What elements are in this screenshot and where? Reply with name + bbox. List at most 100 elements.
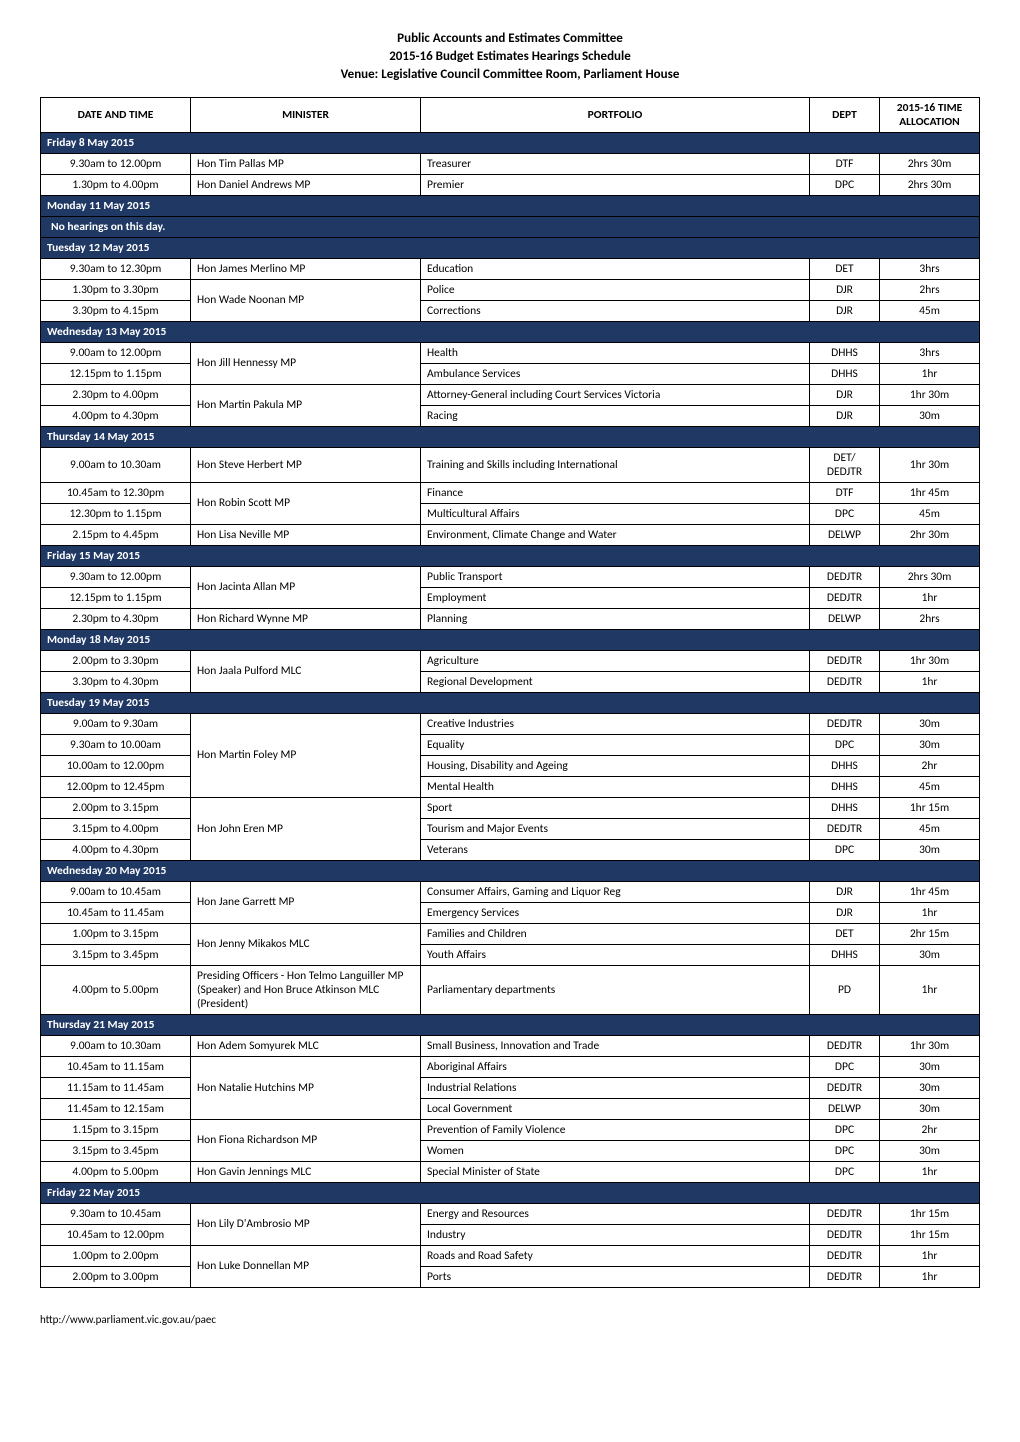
cell-time: 11.15am to 11.45am [41, 1077, 191, 1098]
cell-dept: DEDJTR [810, 650, 880, 671]
cell-portfolio: Parliamentary departments [421, 965, 810, 1014]
table-row: 3.15pm to 3.45pmYouth AffairsDHHS30m [41, 944, 980, 965]
day-header-cell: Wednesday 13 May 2015 [41, 321, 980, 342]
cell-allocation: 30m [880, 405, 980, 426]
cell-minister: Hon Natalie Hutchins MP [191, 1056, 421, 1119]
cell-time: 12.15pm to 1.15pm [41, 587, 191, 608]
cell-time: 10.45am to 12.30pm [41, 482, 191, 503]
cell-dept: DPC [810, 1056, 880, 1077]
cell-portfolio: Industrial Relations [421, 1077, 810, 1098]
cell-minister: Hon Martin Foley MP [191, 713, 421, 797]
cell-minister: Hon Richard Wynne MP [191, 608, 421, 629]
cell-portfolio: Police [421, 279, 810, 300]
cell-time: 2.30pm to 4.30pm [41, 608, 191, 629]
table-row: 4.00pm to 4.30pmVeteransDPC30m [41, 839, 980, 860]
cell-allocation: 2hrs 30m [880, 153, 980, 174]
day-header-cell: Thursday 14 May 2015 [41, 426, 980, 447]
cell-time: 1.00pm to 3.15pm [41, 923, 191, 944]
header-line-3: Venue: Legislative Council Committee Roo… [40, 66, 980, 84]
cell-portfolio: Regional Development [421, 671, 810, 692]
cell-portfolio: Creative Industries [421, 713, 810, 734]
cell-portfolio: Mental Health [421, 776, 810, 797]
cell-dept: DELWP [810, 608, 880, 629]
table-row: 2.30pm to 4.30pmHon Richard Wynne MPPlan… [41, 608, 980, 629]
cell-time: 1.15pm to 3.15pm [41, 1119, 191, 1140]
cell-minister: Hon Jill Hennessy MP [191, 342, 421, 384]
cell-allocation: 1hr 15m [880, 1203, 980, 1224]
day-note-row: No hearings on this day. [41, 216, 980, 237]
table-row: 4.00pm to 5.00pmPresiding Officers - Hon… [41, 965, 980, 1014]
cell-allocation: 30m [880, 1056, 980, 1077]
cell-portfolio: Employment [421, 587, 810, 608]
table-row: 9.00am to 9.30amHon Martin Foley MPCreat… [41, 713, 980, 734]
table-row: 4.00pm to 5.00pmHon Gavin Jennings MLCSp… [41, 1161, 980, 1182]
cell-time: 4.00pm to 5.00pm [41, 965, 191, 1014]
cell-dept: DEDJTR [810, 1077, 880, 1098]
cell-time: 12.15pm to 1.15pm [41, 363, 191, 384]
cell-time: 10.45am to 12.00pm [41, 1224, 191, 1245]
cell-dept: DPC [810, 1119, 880, 1140]
cell-dept: DJR [810, 405, 880, 426]
cell-portfolio: Consumer Affairs, Gaming and Liquor Reg [421, 881, 810, 902]
cell-allocation: 1hr 45m [880, 482, 980, 503]
cell-portfolio: Premier [421, 174, 810, 195]
cell-allocation: 2hrs 30m [880, 566, 980, 587]
cell-time: 9.00am to 9.30am [41, 713, 191, 734]
table-row: 2.00pm to 3.15pmHon John Eren MPSportDHH… [41, 797, 980, 818]
cell-time: 2.30pm to 4.00pm [41, 384, 191, 405]
cell-allocation: 45m [880, 300, 980, 321]
cell-portfolio: Agriculture [421, 650, 810, 671]
cell-dept: DJR [810, 902, 880, 923]
cell-portfolio: Veterans [421, 839, 810, 860]
day-header-row: Friday 22 May 2015 [41, 1182, 980, 1203]
cell-minister: Hon Fiona Richardson MP [191, 1119, 421, 1161]
cell-dept: DJR [810, 300, 880, 321]
cell-time: 3.15pm to 3.45pm [41, 1140, 191, 1161]
cell-dept: DEDJTR [810, 1203, 880, 1224]
cell-dept: DHHS [810, 755, 880, 776]
day-header-row: Thursday 14 May 2015 [41, 426, 980, 447]
cell-portfolio: Energy and Resources [421, 1203, 810, 1224]
cell-allocation: 30m [880, 1140, 980, 1161]
table-row: 2.15pm to 4.45pmHon Lisa Neville MPEnvir… [41, 524, 980, 545]
cell-time: 9.00am to 12.00pm [41, 342, 191, 363]
cell-time: 9.00am to 10.30am [41, 1035, 191, 1056]
schedule-body: Friday 8 May 20159.30am to 12.00pmHon Ti… [41, 132, 980, 1287]
cell-portfolio: Corrections [421, 300, 810, 321]
cell-portfolio: Training and Skills including Internatio… [421, 447, 810, 482]
col-alloc: 2015-16 TIME ALLOCATION [880, 97, 980, 132]
cell-time: 9.30am to 10.45am [41, 1203, 191, 1224]
cell-dept: DHHS [810, 776, 880, 797]
cell-dept: DJR [810, 279, 880, 300]
cell-time: 4.00pm to 4.30pm [41, 405, 191, 426]
day-header-row: Tuesday 19 May 2015 [41, 692, 980, 713]
cell-dept: DHHS [810, 797, 880, 818]
cell-minister: Hon Luke Donnellan MP [191, 1245, 421, 1287]
cell-minister: Hon Gavin Jennings MLC [191, 1161, 421, 1182]
cell-portfolio: Public Transport [421, 566, 810, 587]
cell-minister: Hon John Eren MP [191, 797, 421, 860]
cell-allocation: 45m [880, 503, 980, 524]
day-header-row: Wednesday 20 May 2015 [41, 860, 980, 881]
cell-dept: DPC [810, 503, 880, 524]
cell-time: 11.45am to 12.15am [41, 1098, 191, 1119]
cell-dept: DJR [810, 881, 880, 902]
cell-allocation: 1hr [880, 1161, 980, 1182]
cell-time: 2.15pm to 4.45pm [41, 524, 191, 545]
cell-time: 9.00am to 10.45am [41, 881, 191, 902]
table-row: 9.00am to 10.45amHon Jane Garrett MPCons… [41, 881, 980, 902]
cell-portfolio: Ambulance Services [421, 363, 810, 384]
cell-allocation: 1hr 30m [880, 384, 980, 405]
cell-dept: DPC [810, 1161, 880, 1182]
cell-allocation: 2hr [880, 755, 980, 776]
cell-time: 9.30am to 10.00am [41, 734, 191, 755]
cell-dept: DTF [810, 482, 880, 503]
table-row: 12.00pm to 12.45pmMental HealthDHHS45m [41, 776, 980, 797]
cell-dept: DPC [810, 1140, 880, 1161]
cell-dept: DEDJTR [810, 566, 880, 587]
cell-minister: Hon Steve Herbert MP [191, 447, 421, 482]
cell-portfolio: Roads and Road Safety [421, 1245, 810, 1266]
cell-allocation: 1hr [880, 1266, 980, 1287]
cell-time: 3.15pm to 4.00pm [41, 818, 191, 839]
cell-time: 9.30am to 12.00pm [41, 566, 191, 587]
